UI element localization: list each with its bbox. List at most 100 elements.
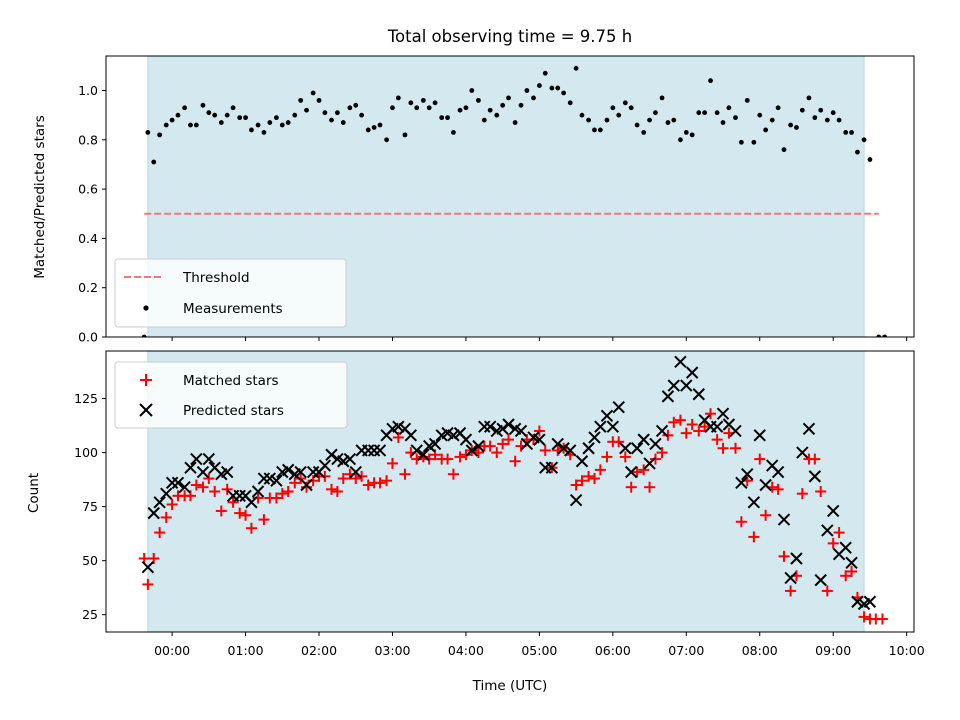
matched-point [381, 475, 393, 487]
measurement-point [610, 105, 616, 111]
predicted-point [318, 459, 332, 472]
measurement-point [188, 122, 193, 128]
measurement-point [867, 157, 873, 162]
measurement-point [641, 130, 647, 135]
matched-point [649, 453, 661, 465]
matched-point [203, 473, 215, 485]
predicted-point [667, 379, 681, 392]
matched-point [748, 531, 760, 543]
legend-predicted-swatch [139, 403, 153, 417]
measurement-point [592, 127, 597, 133]
matched-point [509, 455, 521, 467]
predicted-point [220, 465, 234, 479]
measurement-point [169, 117, 175, 123]
x-tick-label: 02:00 [301, 643, 337, 658]
matched-point [442, 453, 454, 465]
predicted-point [171, 476, 185, 490]
predicted-point [483, 420, 497, 433]
y-tick-label: 0.2 [78, 280, 98, 295]
matched-point [674, 414, 686, 426]
measurement-point [255, 122, 261, 128]
predicted-point [710, 420, 724, 433]
matched-point [539, 444, 551, 456]
measurement-point [451, 130, 456, 135]
matched-point [821, 585, 833, 597]
legend-ratio: Threshold Measurements [114, 258, 347, 328]
series-predicted-stars [141, 355, 877, 611]
measurement-point [561, 90, 567, 96]
predicted-point [294, 465, 307, 479]
legend-measurements-label: Measurements [183, 301, 283, 317]
predicted-point [759, 478, 772, 492]
measurement-point [439, 115, 445, 121]
matched-point [588, 473, 600, 485]
measurement-point [316, 97, 322, 103]
predicted-point [306, 465, 320, 479]
measurement-point [377, 122, 383, 128]
predicted-point [153, 496, 166, 509]
measurement-point [665, 120, 671, 125]
predicted-point [845, 556, 858, 570]
measurement-point [573, 65, 579, 71]
predicted-point [502, 418, 515, 431]
predicted-point [802, 422, 816, 436]
measurement-point [420, 97, 426, 103]
predicted-point [465, 444, 479, 457]
x-tick-label: 01:00 [228, 643, 264, 658]
measurement-point [494, 112, 500, 118]
predicted-point [790, 552, 803, 565]
predicted-point [771, 465, 785, 479]
predicted-point [551, 437, 564, 451]
predicted-point [349, 465, 362, 479]
predicted-point [606, 420, 620, 433]
y-tick-label: 0.6 [78, 182, 98, 197]
measurement-point [218, 120, 224, 125]
measurement-point [182, 105, 187, 111]
measurement-point [542, 70, 548, 76]
matched-point [778, 550, 790, 562]
legend-measurements-swatch [143, 305, 149, 311]
measurement-point [836, 117, 842, 123]
matched-point [245, 522, 257, 534]
measurement-point [151, 159, 157, 165]
y-tick-label: 25 [82, 607, 98, 622]
matched-point [258, 514, 270, 526]
measurement-point [843, 130, 849, 135]
predicted-point [184, 461, 197, 474]
matched-point [295, 473, 307, 485]
matched-point [447, 468, 459, 480]
predicted-point [404, 429, 418, 442]
predicted-point [373, 444, 387, 457]
matched-point [699, 421, 711, 433]
matched-point [594, 464, 606, 476]
legend-threshold-label: Threshold [182, 270, 250, 286]
predicted-point [251, 485, 265, 498]
measurement-point [175, 112, 181, 118]
predicted-point [839, 541, 852, 554]
measurement-point [506, 95, 511, 101]
predicted-point [202, 452, 216, 466]
legend-matched-swatch [140, 374, 152, 386]
matched-point [276, 488, 288, 500]
series-measurements [141, 65, 888, 337]
predicted-point [851, 595, 864, 608]
y-tick-label: 100 [74, 445, 98, 460]
measurement-point [855, 149, 860, 155]
measurement-point [500, 102, 506, 108]
predicted-point [600, 409, 614, 423]
predicted-point [428, 437, 442, 451]
predicted-point [716, 407, 730, 420]
measurement-point [799, 107, 805, 113]
measurement-point [463, 105, 469, 111]
predicted-point [367, 444, 381, 457]
matched-point [301, 481, 313, 493]
measurement-point [634, 122, 640, 128]
matched-point [166, 498, 178, 510]
measurement-point [653, 110, 658, 116]
predicted-point [821, 524, 834, 537]
predicted-point [410, 444, 423, 457]
matched-point [858, 611, 870, 623]
y-tick-label: 125 [74, 391, 98, 406]
predicted-point [582, 442, 595, 455]
